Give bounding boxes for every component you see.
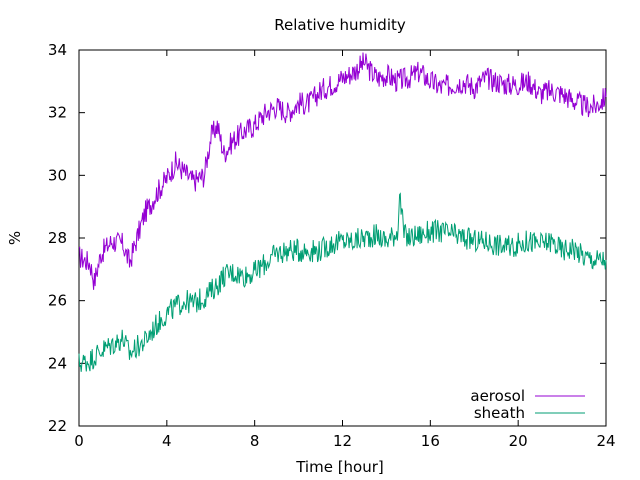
y-tick-label: 34: [48, 41, 67, 59]
x-tick-label: 8: [250, 432, 260, 450]
x-tick-label: 12: [333, 432, 352, 450]
y-tick-label: 26: [48, 292, 67, 310]
plot-area: 0 4 8 12 16 20 24 22 24 26 28 30 32 34: [48, 41, 616, 450]
chart-title: Relative humidity: [274, 16, 406, 34]
x-tick-label: 4: [162, 432, 172, 450]
y-tick-label: 28: [48, 229, 67, 247]
y-tick-label: 24: [48, 354, 67, 372]
y-tick-label: 30: [48, 166, 67, 184]
y-tick-label: 32: [48, 104, 67, 122]
x-tick-label: 0: [74, 432, 84, 450]
series-line-sheath: [78, 192, 607, 372]
x-tick-label: 16: [421, 432, 440, 450]
legend-label-aerosol: aerosol: [470, 387, 525, 405]
x-tick-label: 24: [596, 432, 615, 450]
x-axis-label: Time [hour]: [295, 458, 384, 476]
y-tick-label: 22: [48, 417, 67, 435]
series-line-aerosol: [78, 52, 607, 290]
x-tick-label: 20: [509, 432, 528, 450]
legend-label-sheath: sheath: [474, 404, 525, 422]
y-axis-label: %: [6, 231, 24, 245]
